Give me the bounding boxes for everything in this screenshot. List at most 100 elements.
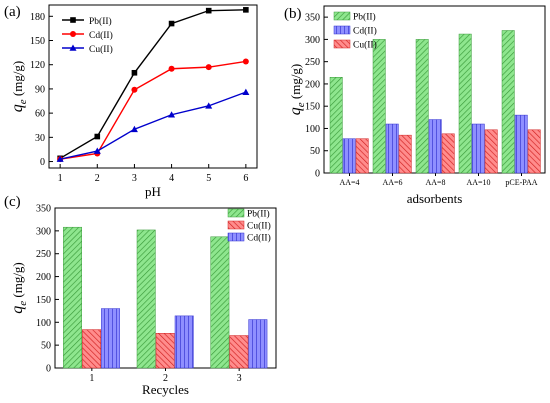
bar-Cu(II)-AA=4 [355, 138, 369, 174]
y-label-unit: (mg/g) [288, 64, 303, 103]
y-label-q: q [9, 104, 26, 112]
plot-frame [48, 4, 258, 169]
series-Cu(II) [56, 88, 250, 162]
x-tick-label: AA=4 [339, 178, 359, 187]
panel-b-bar-chart: 0 50 100 150 200 250 300 350 AA=4 AA=6 AA=8 AA=10 pC… [284, 5, 546, 206]
legend-label: Cu(II) [247, 221, 271, 232]
y-tick-label: 150 [305, 102, 320, 113]
x-tick-label: 6 [243, 173, 248, 184]
x-tick-label: 4 [169, 173, 174, 184]
y-tick-label: 200 [36, 272, 51, 283]
y-axis-label: qe (mg/g) [9, 61, 29, 113]
bar-Cd(II)-AA=10 [471, 123, 485, 174]
data-point [130, 125, 138, 133]
y-tick-label: 0 [40, 157, 45, 168]
y-tick-label: 300 [36, 226, 51, 237]
x-tick-label: 3 [132, 173, 137, 184]
bar-Cu(II)-AA=10 [484, 129, 498, 174]
y-tick-label: 100 [305, 124, 320, 135]
data-point [242, 88, 250, 95]
bar-Cu(II)-1 [82, 329, 101, 369]
data-point [243, 7, 249, 13]
y-tick-label: 100 [36, 318, 51, 329]
bar-Pb(II)-1 [63, 226, 82, 369]
legend-label: Cd(II) [353, 26, 377, 37]
series-line [59, 91, 247, 160]
bar-Cu(II)-3 [229, 335, 249, 369]
x-tick-label: 5 [206, 173, 211, 184]
y-tick-label: 300 [305, 35, 320, 46]
y-tick-label: 120 [30, 60, 45, 71]
y-tick-label: 350 [305, 13, 320, 24]
bar-Pb(II)-3 [210, 236, 230, 369]
y-label-sub: e [17, 99, 29, 104]
data-point [205, 64, 212, 71]
y-label-sub: e [17, 301, 29, 306]
series-line [60, 60, 246, 160]
bar-Pb(II)-pCE-PAA [501, 30, 515, 174]
data-point [94, 133, 101, 140]
data-point [70, 17, 76, 23]
series-Cd(II) [57, 58, 249, 163]
x-axis-label: adsorbents [407, 191, 463, 206]
panel-label: (b) [284, 6, 302, 22]
bar-Cd(II)-AA=4 [342, 138, 356, 174]
panel-label: (c) [4, 194, 21, 210]
x-tick-label: 1 [58, 173, 63, 184]
legend-label: Cu(II) [89, 44, 113, 55]
legend-label: Pb(II) [247, 209, 270, 220]
panel-a-line-chart: 0 30 60 90 120 150 180 1 2 3 4 5 6 (a) pH qe (mg/g) Pb(I… [4, 4, 258, 199]
y-tick-label: 150 [36, 295, 51, 306]
x-tick-label: AA=6 [382, 178, 402, 187]
bar-Pb(II)-AA=10 [458, 33, 472, 174]
data-point [168, 20, 175, 27]
series-line [59, 9, 246, 159]
x-tick-label: AA=10 [466, 178, 490, 187]
y-tick-label: 30 [35, 133, 45, 144]
y-axis-label: qe (mg/g) [287, 64, 307, 116]
data-point [205, 102, 213, 109]
y-tick-label: 50 [41, 341, 51, 352]
panel-label: (a) [4, 4, 21, 20]
bar-Pb(II)-2 [136, 229, 156, 369]
y-tick-label: 60 [35, 109, 45, 120]
bar-Cu(II)-2 [155, 333, 175, 369]
bar-Pb(II)-AA=4 [329, 77, 343, 174]
legend-swatch [333, 39, 351, 49]
series-Pb(II) [57, 7, 249, 162]
legend-label: Pb(II) [353, 12, 376, 23]
legend-label: Cd(II) [247, 233, 271, 244]
bar-Cu(II)-AA=6 [398, 134, 412, 174]
y-tick-label: 0 [315, 169, 320, 180]
bar-Cd(II)-AA=6 [385, 123, 399, 174]
y-tick-label: 250 [305, 57, 320, 68]
x-axis-label: Recycles [142, 382, 189, 397]
legend-swatch [227, 232, 245, 242]
y-label-sub: e [295, 102, 307, 107]
y-tick-label: 250 [36, 249, 51, 260]
data-point [70, 31, 76, 37]
data-point [131, 86, 138, 93]
x-tick-label: AA=8 [425, 178, 445, 187]
data-point [168, 111, 176, 118]
data-point [93, 147, 101, 154]
bar-Cu(II)-AA=8 [441, 133, 455, 174]
y-axis-label: qe (mg/g) [9, 262, 29, 314]
legend-swatch [227, 208, 245, 218]
x-tick-label: 1 [89, 373, 94, 384]
y-label-unit: (mg/g) [10, 61, 25, 100]
data-point [242, 58, 249, 65]
legend-swatch [333, 11, 351, 21]
x-tick-label: 2 [163, 373, 168, 384]
bar-Pb(II)-AA=6 [372, 39, 386, 174]
y-tick-label: 0 [46, 364, 51, 375]
legend-swatch [333, 25, 351, 35]
bar-Cd(II)-AA=8 [428, 119, 442, 174]
data-point [168, 65, 175, 72]
y-label-q: q [9, 306, 26, 314]
y-tick-label: 350 [36, 204, 51, 215]
bar-Pb(II)-AA=8 [415, 39, 429, 174]
bar-Cd(II)-1 [101, 308, 120, 369]
y-tick-label: 180 [30, 12, 45, 23]
